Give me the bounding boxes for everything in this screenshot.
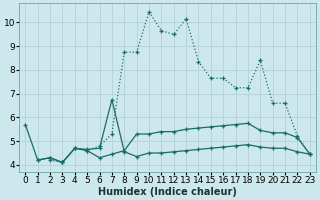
X-axis label: Humidex (Indice chaleur): Humidex (Indice chaleur) — [98, 187, 237, 197]
